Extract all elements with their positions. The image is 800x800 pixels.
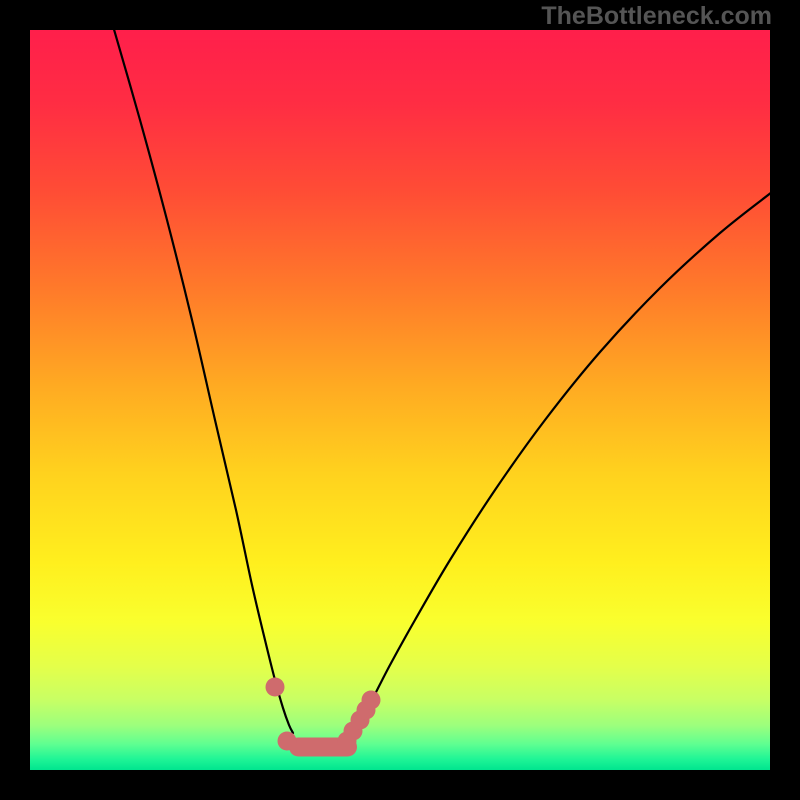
plot-area (30, 30, 770, 770)
marker-dot (362, 691, 381, 710)
curve-right-branch (354, 192, 770, 730)
watermark-text: TheBottleneck.com (541, 2, 772, 31)
bottom-marker-group (266, 678, 381, 757)
marker-dot (278, 732, 297, 751)
chart-frame: TheBottleneck.com (0, 0, 800, 800)
marker-dot (266, 678, 285, 697)
curve-left-branch (113, 30, 293, 733)
chart-svg (30, 30, 770, 770)
